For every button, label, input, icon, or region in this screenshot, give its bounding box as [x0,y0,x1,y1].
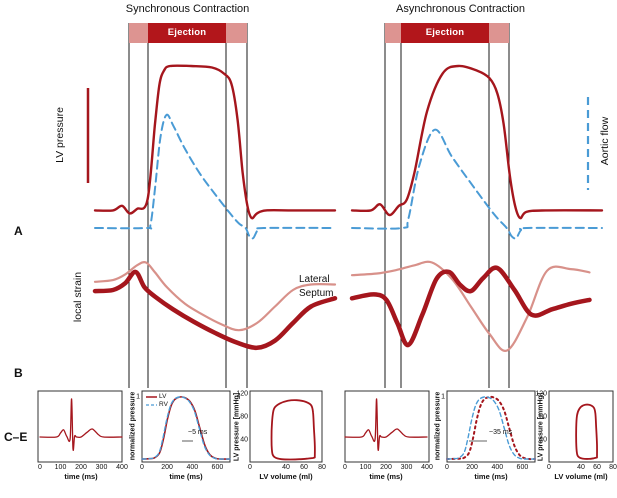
tick-label: 0 [445,464,449,471]
tick-label: 80 [609,464,617,471]
tick-label: 300 [95,464,108,471]
ejection-bar-segment [401,23,489,43]
tick-label: 40 [539,436,547,444]
tick-label: 600 [516,464,529,471]
tick-label: 300 [400,464,413,471]
norm-pressure-sync-xlabel: time (ms) [169,472,203,481]
async-aortic-flow-curve [351,128,603,240]
lateral-label: Lateral [299,274,330,285]
sync-lv-pressure-curve [93,64,337,220]
norm-rv-sync-curve [141,396,231,460]
sync-aortic-flow-curve [94,113,336,240]
tick-label: 200 [161,464,173,471]
tick-label: 1 [136,393,140,401]
plot-frame [446,390,536,463]
tick-label: 200 [75,464,87,471]
ejection-bar-segment [385,23,401,43]
tick-label: 0 [38,464,42,471]
sync-strain-lateral-curve [93,261,337,332]
tick-label: 80 [539,413,547,421]
pv-async-ylabel: LV pressure [mmHg] [537,392,545,462]
plot-frame [344,390,430,463]
tick-label: 600 [211,464,224,471]
norm-lv-sync-curve [141,396,231,460]
local-strain-axis-label: local strain [72,271,84,323]
tick-label: 100 [359,464,372,471]
ecg-sync-trace [39,398,123,451]
panel-label-b: B [14,366,23,380]
tick-label: 60 [300,464,308,471]
async-strain-septum-curve [349,265,592,348]
plot-frame [141,390,231,463]
tick-label: 400 [116,464,128,471]
tick-label: 100 [54,464,67,471]
tick-label: 40 [240,436,248,444]
ecg-sync-xlabel: time (ms) [64,472,98,481]
tick-label: 60 [593,464,601,471]
tick-label: 400 [186,464,199,471]
pv-loop-sync-curve [270,399,316,461]
async-lv-pressure-curve [350,64,604,220]
plot-frame [249,390,323,463]
aortic-flow-axis-label: Aortic flow [599,116,611,166]
ejection-bar-segment [129,23,148,43]
norm-rv-async-curve [446,396,536,460]
column-title-synchronous: Synchronous Contraction [125,3,250,15]
tick-label: 200 [466,464,478,471]
delay-annotation-async: ~35 ms [489,429,513,436]
pv-sync-xlabel: LV volume (ml) [259,472,313,481]
tick-label: 0 [547,464,551,471]
norm-lv-async-curve [446,395,536,461]
lv-pressure-axis-label: LV pressure [54,107,66,163]
ejection-bar-segment [148,23,226,43]
legend-rv-label: RV [159,401,168,408]
legend-lv-label: LV [159,393,167,400]
ejection-bar-label-sync: Ejection [167,27,207,38]
async-strain-lateral-curve [350,260,591,352]
tick-label: 1 [441,393,445,401]
tick-label: 400 [491,464,504,471]
norm-pressure-sync-ylabel: normalized pressure [129,391,137,461]
panel-label-a: A [14,224,23,238]
tick-label: 0 [343,464,347,471]
delay-annotation-sync: ~5 ms [188,429,208,436]
ecg-async-xlabel: time (ms) [369,472,403,481]
septum-label: Septum [299,288,334,299]
tick-label: 40 [282,464,290,471]
tick-label: 0 [140,464,144,471]
pv-sync-ylabel: LV pressure [mmHg] [233,392,241,462]
ejection-bar-label-async: Ejection [425,27,465,38]
tick-label: 120 [535,390,547,398]
panel-label-ce: C–E [4,430,28,444]
ejection-bar-segment [226,23,247,43]
tick-label: 400 [421,464,433,471]
plot-frame [37,390,123,463]
tick-label: 200 [380,464,392,471]
norm-pressure-async-xlabel: time (ms) [474,472,508,481]
pv-async-xlabel: LV volume (ml) [554,472,608,481]
ejection-bar-segment [489,23,509,43]
tick-label: 0 [248,464,252,471]
norm-pressure-async-ylabel: normalized pressure [434,391,442,461]
column-title-asynchronous: Asynchronous Contraction [395,3,525,15]
pv-loop-async-curve [575,403,598,460]
sync-strain-septum-curve [92,269,338,351]
plot-frame [548,390,614,463]
tick-label: 80 [318,464,326,471]
tick-label: 80 [240,413,248,421]
tick-label: 40 [577,464,585,471]
tick-label: 120 [236,390,248,398]
ecg-async-trace [344,398,428,451]
